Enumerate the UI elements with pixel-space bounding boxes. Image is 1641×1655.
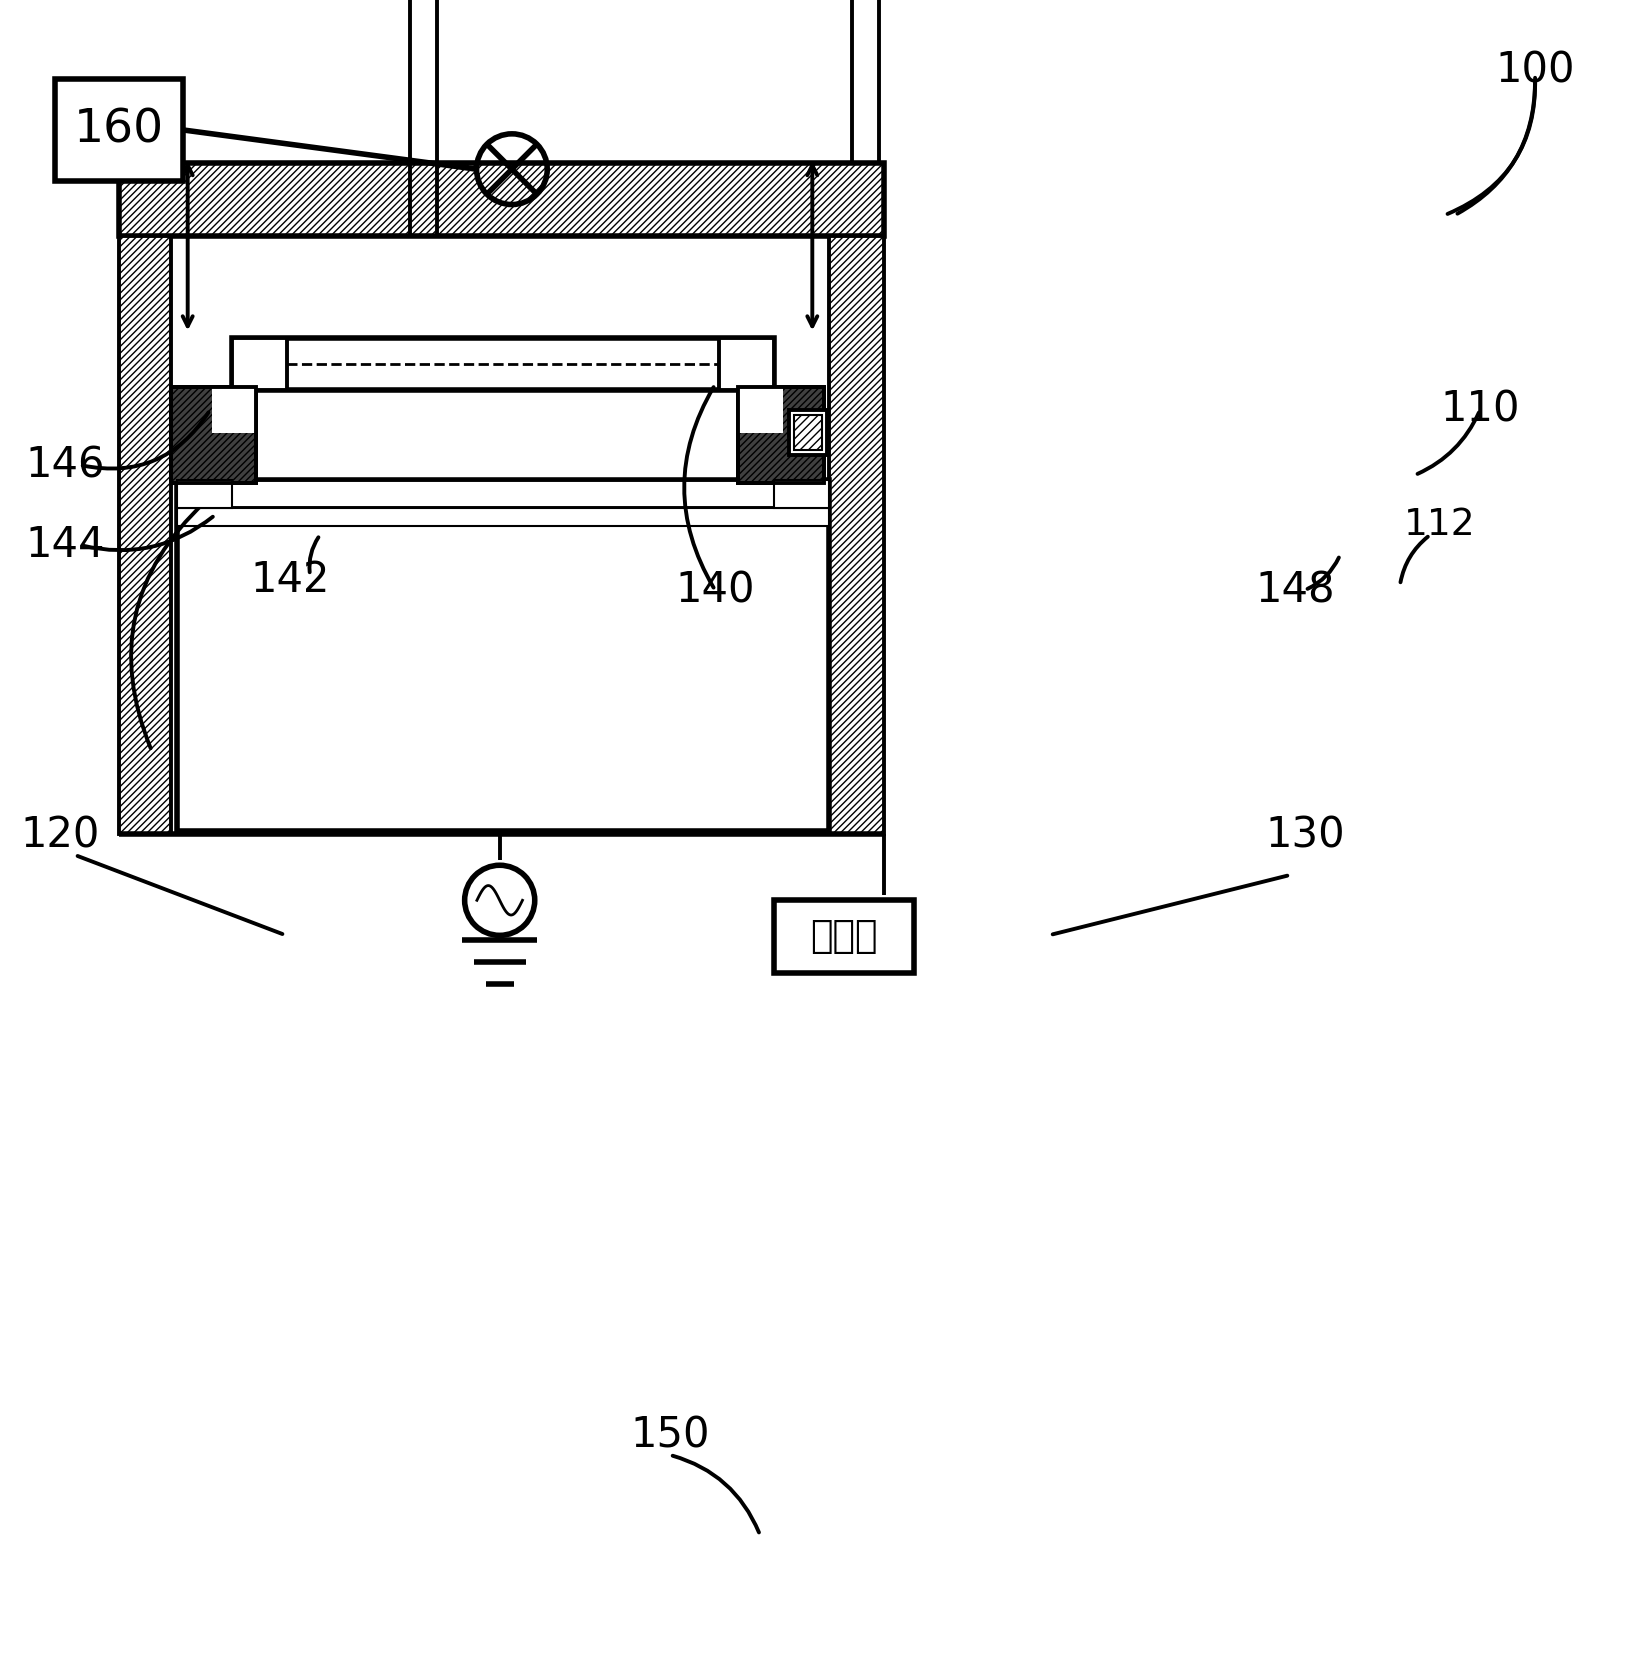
Bar [177, 480, 829, 831]
Bar [177, 508, 829, 526]
Bar [118, 164, 883, 235]
Bar [775, 900, 914, 973]
Bar [118, 235, 171, 834]
Bar [54, 78, 182, 182]
Bar [789, 410, 827, 455]
Bar [829, 235, 883, 834]
Text: 142: 142 [251, 559, 330, 601]
Bar [231, 338, 775, 389]
Bar [171, 387, 256, 483]
Text: 150: 150 [630, 1413, 711, 1456]
Text: 100: 100 [1495, 50, 1575, 91]
Text: 110: 110 [1441, 389, 1520, 430]
Text: 144: 144 [25, 525, 105, 566]
Text: 120: 120 [20, 814, 100, 856]
Bar [794, 415, 822, 450]
Bar [775, 480, 829, 508]
Bar [738, 387, 783, 434]
Text: 160: 160 [74, 108, 164, 152]
Text: 148: 148 [1255, 569, 1334, 611]
Bar [177, 480, 829, 508]
Bar [171, 387, 256, 483]
Bar [231, 338, 287, 389]
Bar [177, 480, 231, 508]
Text: 146: 146 [25, 444, 105, 487]
Text: 130: 130 [1265, 814, 1346, 856]
Bar [212, 387, 256, 434]
Text: 140: 140 [674, 569, 755, 611]
Text: 真空泵: 真空泵 [811, 919, 878, 955]
Bar [171, 235, 829, 834]
Bar [738, 387, 824, 483]
Bar [738, 387, 824, 483]
Bar [719, 338, 775, 389]
Text: 112: 112 [1405, 506, 1475, 543]
